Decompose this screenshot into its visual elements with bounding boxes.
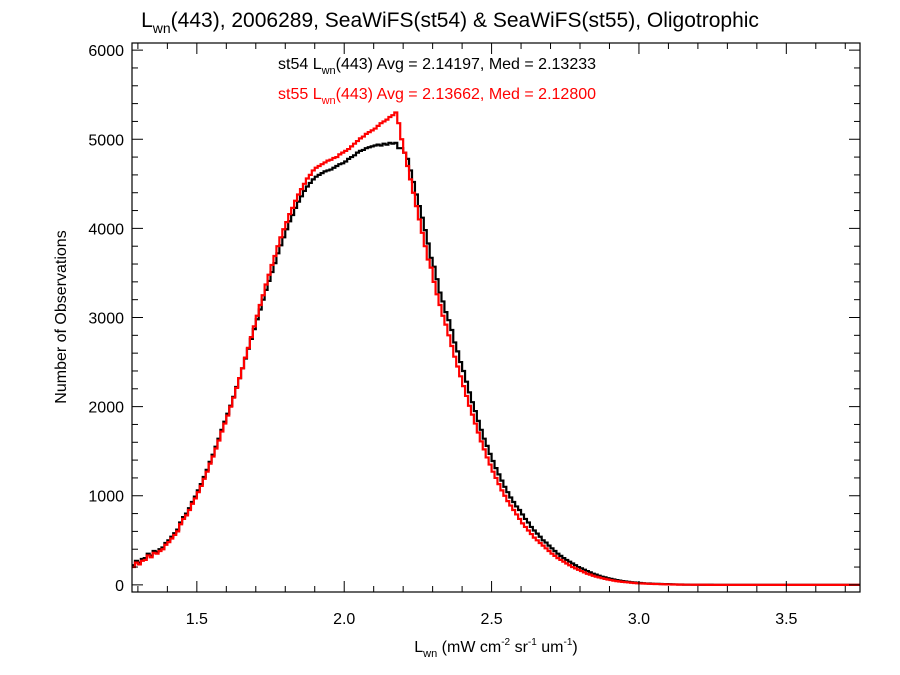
chart-title-text: Lwn(443), 2006289, SeaWiFS(st54) & SeaWi… bbox=[141, 9, 759, 36]
legend-entry-st54: st54 Lwn(443) Avg = 2.14197, Med = 2.132… bbox=[278, 56, 596, 77]
legend: st54 Lwn(443) Avg = 2.14197, Med = 2.132… bbox=[278, 56, 596, 107]
y-tick-label: 4000 bbox=[88, 221, 124, 238]
plot-area bbox=[131, 42, 861, 593]
y-tick-label: 2000 bbox=[88, 400, 124, 417]
chart-title: Lwn(443), 2006289, SeaWiFS(st54) & SeaWi… bbox=[141, 9, 759, 36]
x-tick-label: 3.5 bbox=[775, 611, 797, 628]
series-line-st55 bbox=[132, 111, 860, 586]
x-tick-label: 1.5 bbox=[186, 611, 208, 628]
series-group bbox=[132, 111, 860, 586]
y-axis-label: Number of Observations bbox=[53, 230, 70, 403]
y-tick-label: 0 bbox=[115, 578, 124, 595]
y-tick-label: 1000 bbox=[88, 489, 124, 506]
plot-frame bbox=[131, 42, 861, 593]
x-tick-label: 2.5 bbox=[480, 611, 502, 628]
y-tick-label: 5000 bbox=[88, 132, 124, 149]
x-tick-label: 3.0 bbox=[628, 611, 650, 628]
x-axis-label: Lwn (mW cm-2 sr-1 um-1) bbox=[414, 637, 577, 660]
legend-entry-st55: st55 Lwn(443) Avg = 2.13662, Med = 2.128… bbox=[278, 86, 596, 107]
y-tick-label: 6000 bbox=[88, 43, 124, 60]
y-tick-label: 3000 bbox=[88, 311, 124, 328]
x-axis: 1.5 2.0 2.5 3.0 3.5 bbox=[137, 43, 846, 628]
x-axis-label-text: Lwn (mW cm-2 sr-1 um-1) bbox=[414, 637, 577, 660]
y-axis-label-text: Number of Observations bbox=[53, 230, 70, 403]
series-line-st54 bbox=[132, 141, 860, 586]
y-axis: 0 1000 2000 3000 4000 5000 6000 bbox=[88, 43, 860, 595]
x-tick-label: 2.0 bbox=[333, 611, 355, 628]
